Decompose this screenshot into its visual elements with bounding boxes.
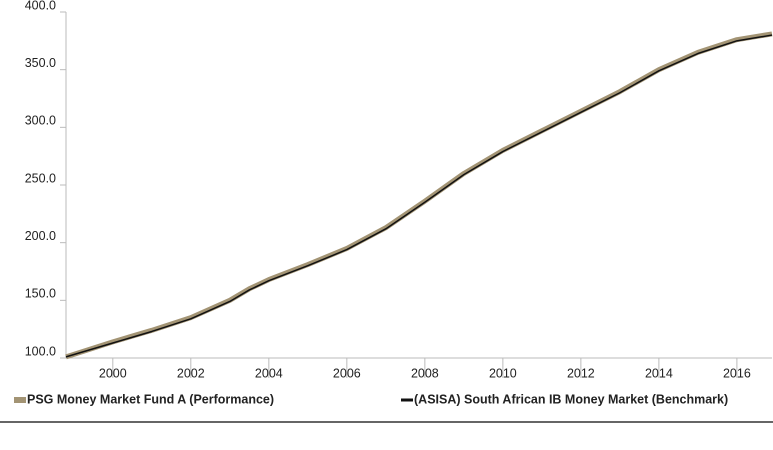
x-tick-label: 2004 [255, 366, 283, 380]
y-tick-label: 400.0 [25, 0, 56, 12]
y-tick-label: 100.0 [25, 344, 56, 358]
y-tick-label: 300.0 [25, 114, 56, 128]
y-tick-label: 150.0 [25, 287, 56, 301]
y-tick-label: 200.0 [25, 229, 56, 243]
x-tick-label: 2012 [567, 366, 595, 380]
legend-label: PSG Money Market Fund A (Performance) [27, 392, 274, 406]
x-tick-label: 2002 [177, 366, 205, 380]
series-line [65, 34, 773, 358]
x-tick-label: 2014 [645, 366, 673, 380]
x-tick-label: 2016 [723, 366, 751, 380]
x-tick-label: 2010 [489, 366, 517, 380]
x-tick-label: 2008 [411, 366, 439, 380]
series-line [65, 31, 773, 360]
x-tick-label: 2000 [99, 366, 127, 380]
y-tick-label: 250.0 [25, 171, 56, 185]
legend-label: (ASISA) South African IB Money Market (B… [414, 392, 728, 406]
x-tick-label: 2006 [333, 366, 361, 380]
y-tick-label: 350.0 [25, 56, 56, 70]
legend-swatch [401, 398, 413, 402]
legend-swatch [14, 397, 26, 403]
